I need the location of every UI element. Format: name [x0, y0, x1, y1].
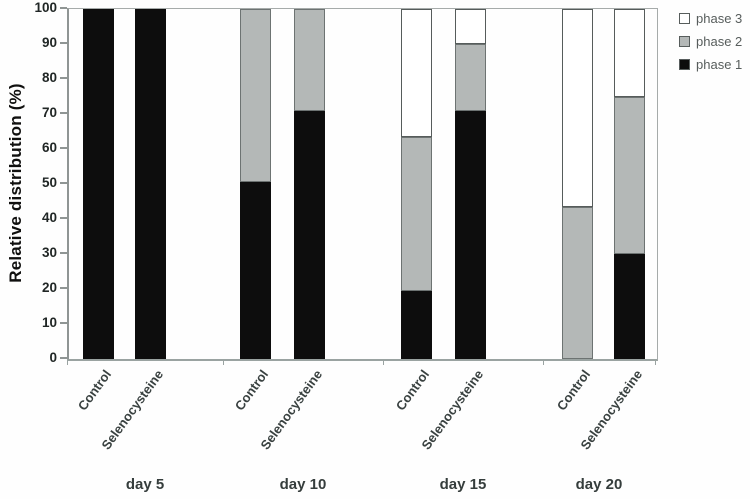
bar-day-20-control [562, 9, 593, 359]
legend: phase 3 phase 2 phase 1 [679, 11, 742, 80]
y-axis-tick-label: 100 [34, 0, 57, 15]
y-axis-tick [60, 217, 67, 219]
x-category-label-day-15-control: Control [392, 367, 432, 414]
bar-day-10-selenocysteine [294, 9, 325, 359]
x-group-label-day-10: day 10 [279, 476, 327, 493]
y-axis-tick-label: 0 [49, 350, 57, 365]
bar-day-5-control [83, 9, 114, 359]
bar-day-15-control [401, 9, 432, 359]
y-axis-tick [60, 252, 67, 254]
bar-day-15-selenocysteine [455, 9, 486, 359]
bar-segment-phase-2-day-20-control [562, 206, 593, 359]
x-group-label-day-5: day 5 [125, 476, 165, 493]
x-axis-group-tick [67, 359, 68, 365]
bar-segment-phase-1-day-10-selenocysteine [294, 110, 325, 359]
y-axis-tick [60, 42, 67, 44]
y-axis-tick-label: 80 [41, 70, 57, 85]
phase-1-swatch-icon [679, 59, 690, 70]
legend-item-phase-3: phase 3 [679, 11, 742, 26]
legend-item-phase-2: phase 2 [679, 34, 742, 49]
y-axis-tick-label: 30 [41, 245, 57, 260]
phase-3-swatch-icon [679, 13, 690, 24]
y-axis-tick-label: 50 [41, 175, 57, 190]
legend-item-phase-1: phase 1 [679, 57, 742, 72]
y-axis-tick-label: 10 [41, 315, 57, 330]
x-group-label-day-15: day 15 [439, 476, 487, 493]
y-axis-tick-label: 20 [41, 280, 57, 295]
y-axis-tick [60, 182, 67, 184]
bar-segment-phase-1-day-20-selenocysteine [614, 254, 645, 359]
bar-segment-phase-3-day-20-selenocysteine [614, 9, 645, 97]
y-axis-tick-label: 70 [41, 105, 57, 120]
x-axis-group-tick [655, 359, 656, 365]
x-category-label-day-10-control: Control [231, 367, 271, 414]
bar-day-10-control [240, 9, 271, 359]
x-axis-group-tick [383, 359, 384, 365]
y-axis-tick [60, 322, 67, 324]
bar-segment-phase-1-day-15-control [401, 290, 432, 359]
bar-segment-phase-2-day-15-control [401, 136, 432, 291]
bar-segment-phase-3-day-15-control [401, 9, 432, 137]
legend-label-phase-2: phase 2 [696, 34, 743, 49]
bar-segment-phase-1-day-5-selenocysteine [135, 9, 166, 359]
bar-day-5-selenocysteine [135, 9, 166, 359]
bar-segment-phase-2-day-10-control [240, 9, 271, 183]
y-axis-tick-label: 40 [41, 210, 57, 225]
bar-day-20-selenocysteine [614, 9, 645, 359]
y-axis-tick-label: 60 [41, 140, 57, 155]
y-axis-tick [60, 147, 67, 149]
bar-segment-phase-1-day-10-control [240, 182, 271, 359]
x-axis-group-tick [543, 359, 544, 365]
y-axis-tick [60, 357, 67, 359]
bar-segment-phase-1-day-15-selenocysteine [455, 110, 486, 359]
y-axis-tick [60, 287, 67, 289]
bar-segment-phase-3-day-15-selenocysteine [455, 9, 486, 44]
bar-segment-phase-1-day-5-control [83, 9, 114, 359]
x-axis-group-tick [223, 359, 224, 365]
plot-area [67, 8, 658, 361]
bar-segment-phase-2-day-15-selenocysteine [455, 44, 486, 111]
bar-segment-phase-3-day-20-control [562, 9, 593, 207]
y-axis-tick [60, 112, 67, 114]
y-axis-tick [60, 77, 67, 79]
y-axis-tick-label: 90 [41, 35, 57, 50]
x-group-label-day-20: day 20 [575, 476, 623, 493]
bar-segment-phase-2-day-20-selenocysteine [614, 96, 645, 254]
bar-segment-phase-2-day-10-selenocysteine [294, 9, 325, 111]
phase-2-swatch-icon [679, 36, 690, 47]
y-axis-tick [60, 7, 67, 9]
x-category-label-day-5-control: Control [74, 367, 114, 414]
legend-label-phase-1: phase 1 [696, 57, 743, 72]
legend-label-phase-3: phase 3 [696, 11, 743, 26]
